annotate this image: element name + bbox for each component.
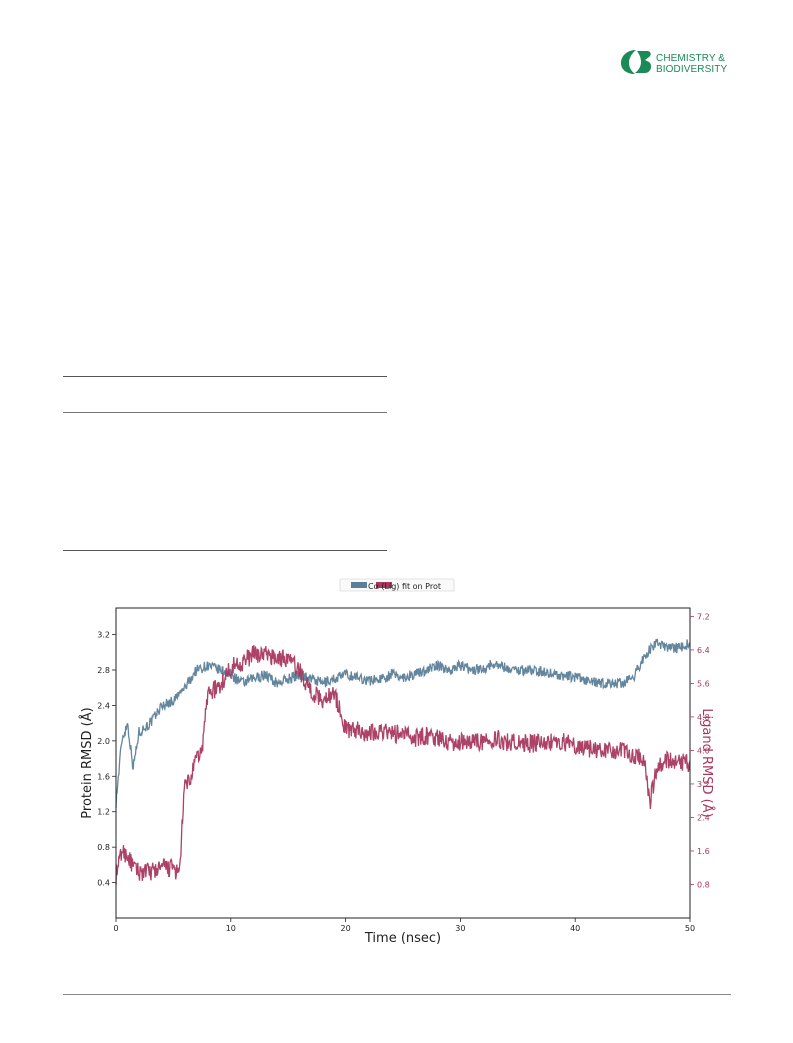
journal-name-line2: BIODIVERSITY — [656, 64, 728, 75]
x-tick-label: 10 — [226, 924, 236, 933]
y-left-tick-label: 2.8 — [97, 666, 110, 675]
page-footer-rule — [63, 994, 731, 995]
x-tick-label: 50 — [685, 924, 695, 933]
legend-frame — [339, 578, 455, 592]
journal-logo-icon — [621, 50, 652, 74]
y-axis-right-label: Ligand RMSD (Å) — [699, 708, 715, 817]
x-tick-label: 40 — [570, 924, 580, 933]
y-axis-left-label: Protein RMSD (Å) — [79, 707, 95, 818]
legend-swatch-ligand — [376, 582, 392, 588]
y-left-tick-label: 0.4 — [97, 879, 110, 888]
legend: Cα (Lig) fit on Prot — [339, 578, 455, 592]
logo-swoosh-outer — [621, 50, 636, 74]
y-right-tick-label: 5.6 — [697, 679, 710, 688]
logo-swoosh-b — [635, 51, 652, 73]
journal-name-line1: CHEMISTRY & — [656, 53, 726, 64]
series-line-ligand-rmsd — [115, 645, 691, 886]
y-left-tick-label: 2.0 — [97, 737, 110, 746]
y-left-tick-label: 1.6 — [97, 772, 110, 781]
y-right-tick-label: 4.8 — [697, 713, 710, 722]
y-axis-left: 0.4 0.8 1.2 1.6 2.0 2.4 2.8 3.2 — [97, 631, 116, 888]
rmsd-chart: Cα (Lig) fit on Prot 0 10 20 30 40 50 0.4 0.8 1… — [79, 578, 715, 946]
y-right-tick-label: 7.2 — [697, 612, 710, 621]
legend-swatch-protein — [351, 582, 367, 588]
series-line-protein-rmsd — [115, 638, 691, 809]
y-right-tick-label: 2.4 — [697, 813, 710, 822]
table-header-rule — [63, 412, 387, 413]
x-axis-label: Time (nsec) — [364, 931, 441, 946]
y-left-tick-label: 0.8 — [97, 843, 110, 852]
y-right-tick-label: 1.6 — [697, 847, 710, 856]
x-tick-label: 30 — [455, 924, 465, 933]
x-tick-label: 0 — [113, 924, 118, 933]
y-right-tick-label: 0.8 — [697, 880, 710, 889]
journal-logo: CHEMISTRY & BIODIVERSITY — [618, 47, 738, 81]
y-left-tick-label: 1.2 — [97, 808, 110, 817]
y-right-tick-label: 3.2 — [697, 780, 710, 789]
plot-frame — [115, 607, 691, 919]
y-right-tick-label: 6.4 — [697, 646, 710, 655]
x-tick-label: 20 — [341, 924, 351, 933]
table-top-rule — [63, 376, 387, 377]
table-bottom-rule — [63, 550, 387, 551]
legend-label: Cα (Lig) fit on Prot — [368, 582, 441, 591]
x-axis: 0 10 20 30 40 50 — [113, 918, 695, 933]
y-right-tick-label: 4.0 — [697, 746, 710, 755]
y-left-tick-label: 3.2 — [97, 631, 110, 640]
series-layer — [115, 638, 691, 886]
y-left-tick-label: 2.4 — [97, 701, 110, 710]
y-axis-right: 0.8 1.6 2.4 3.2 4.0 4.8 5.6 6.4 7.2 — [690, 612, 710, 889]
journal-name: CHEMISTRY & BIODIVERSITY — [656, 53, 727, 75]
